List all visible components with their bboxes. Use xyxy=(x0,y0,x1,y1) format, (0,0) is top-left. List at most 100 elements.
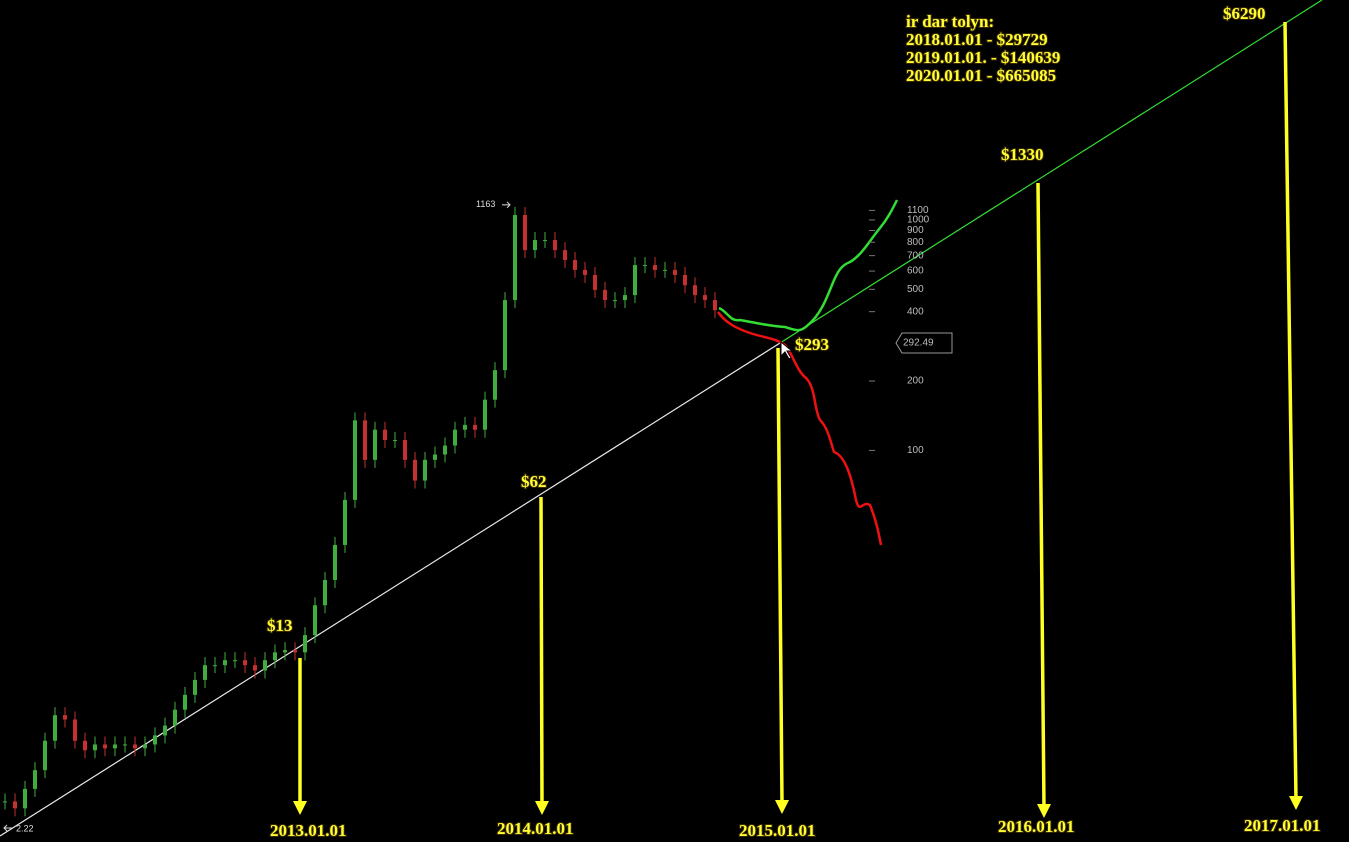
y-tick-label: 600 xyxy=(907,266,924,277)
forecast-line: 2018.01.01 - $29729 xyxy=(906,30,1048,49)
candle-body xyxy=(413,459,417,481)
candle-body xyxy=(123,744,127,746)
candle-body xyxy=(493,370,497,400)
candle-body xyxy=(683,274,687,286)
date-annotation: 2014.01.01 xyxy=(497,819,574,838)
y-tick-label: 500 xyxy=(907,284,924,295)
date-annotation: 2016.01.01 xyxy=(998,817,1075,836)
candle-body xyxy=(703,295,707,301)
candle-body xyxy=(373,429,377,460)
forecast-line: 2020.01.01 - $665085 xyxy=(906,66,1056,85)
y-tick-label: 700 xyxy=(907,250,924,261)
candle-body xyxy=(133,744,137,749)
y-tick-label: 1000 xyxy=(907,215,930,226)
candle-body xyxy=(63,715,67,720)
high-marker-arrow xyxy=(502,201,511,209)
candle-body xyxy=(393,439,397,441)
y-tick-label: 1100 xyxy=(907,205,929,216)
candle-body xyxy=(523,215,527,251)
candle-body xyxy=(293,650,297,653)
candle-body xyxy=(13,801,17,809)
candle-body xyxy=(53,715,57,741)
candle-body xyxy=(333,544,337,581)
price-annotation: $1330 xyxy=(1001,145,1044,164)
candle-body xyxy=(93,744,97,751)
y-tick-label: 200 xyxy=(907,376,924,387)
candle-body xyxy=(363,420,367,460)
candle-body xyxy=(163,725,167,736)
arrow-shaft xyxy=(776,347,784,805)
candle-body xyxy=(223,660,227,666)
candle-body xyxy=(473,424,477,430)
low-marker-arrow xyxy=(3,824,12,832)
y-tick-label: 900 xyxy=(907,225,924,236)
price-annotation: $13 xyxy=(267,616,293,635)
candle-body xyxy=(303,635,307,653)
candle-body xyxy=(713,300,717,311)
candle-body xyxy=(383,429,387,440)
price-annotation: $62 xyxy=(521,472,547,491)
candle-body xyxy=(203,665,207,680)
candle-body xyxy=(213,665,217,667)
candle-body xyxy=(653,265,657,270)
candle-body xyxy=(443,445,447,455)
candle-body xyxy=(23,788,27,809)
candle-body xyxy=(183,694,187,710)
candle-body xyxy=(643,265,647,267)
candle-body xyxy=(633,265,637,296)
candle-body xyxy=(673,269,677,275)
candle-body xyxy=(153,735,157,745)
arrow-head xyxy=(775,800,789,814)
candle-body xyxy=(103,744,107,749)
candle-body xyxy=(243,660,247,666)
annotations: $13 2013.01.01 $62 2014.01.01 $293 2015.01.01… xyxy=(266,3,1322,841)
arrow-head xyxy=(293,801,307,815)
arrow-shaft xyxy=(539,496,544,806)
candle-body xyxy=(143,744,147,749)
candle-body xyxy=(403,439,407,460)
arrow-head xyxy=(535,801,549,815)
trend-line xyxy=(0,342,781,837)
candle-body xyxy=(323,580,327,606)
candle-body xyxy=(693,285,697,296)
candle-body xyxy=(273,652,277,661)
candle-body xyxy=(563,250,567,261)
bearish-scenario xyxy=(716,311,883,546)
candle-body xyxy=(43,740,47,771)
candle-body xyxy=(73,719,77,741)
arrow-shaft xyxy=(1283,21,1298,801)
date-annotation: 2015.01.01 xyxy=(739,821,816,840)
candle-body xyxy=(283,650,287,653)
candle-body xyxy=(33,770,37,789)
price-annotation: $6290 xyxy=(1223,4,1266,23)
candle-body xyxy=(583,269,587,275)
candle-body xyxy=(663,269,667,271)
candle-body xyxy=(233,660,237,662)
date-annotation: 2013.01.01 xyxy=(270,821,347,840)
candle-body xyxy=(433,454,437,460)
arrow-shaft xyxy=(1036,182,1046,809)
forecast-note: ir dar tolyn: 2018.01.01 - $297292019.01… xyxy=(905,11,1061,86)
trend-line-projection xyxy=(779,0,1323,344)
candle-body xyxy=(613,300,617,302)
candle-body xyxy=(623,295,627,301)
candle-body xyxy=(573,260,577,270)
candle-body xyxy=(483,399,487,430)
candle-body xyxy=(173,709,177,726)
mouse-cursor xyxy=(780,340,794,360)
candle-body xyxy=(83,740,87,751)
candle-body xyxy=(113,744,117,749)
candle-body xyxy=(423,459,427,481)
forecast-line: 2019.01.01. - $140639 xyxy=(906,48,1060,67)
candle-body xyxy=(603,289,607,301)
high-marker-label: 1163 xyxy=(476,199,495,209)
forecast-title: ir dar tolyn: xyxy=(906,12,994,31)
last-price-box xyxy=(895,332,953,354)
candle-body xyxy=(463,424,467,430)
candle-body xyxy=(503,300,507,371)
y-tick-label: 100 xyxy=(907,445,924,456)
low-marker-label: 2.22 xyxy=(16,823,34,833)
candle-body xyxy=(553,240,557,251)
